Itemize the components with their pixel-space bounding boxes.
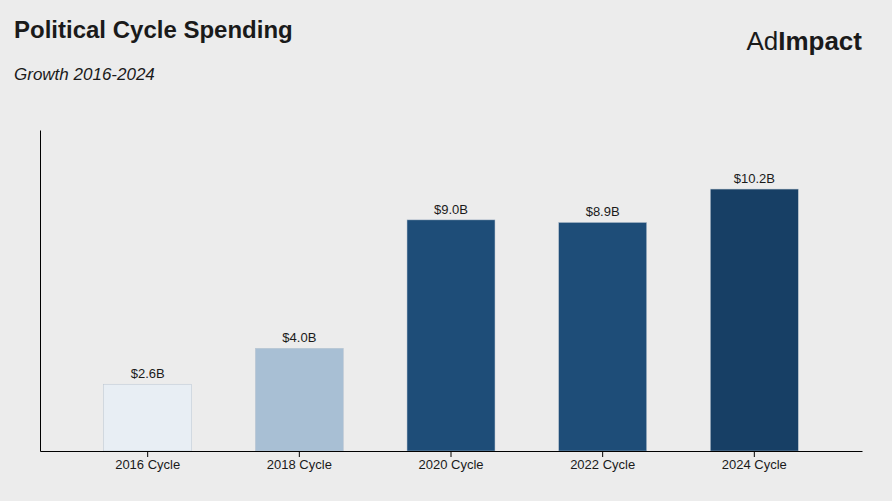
x-axis: 2016 Cycle 2018 Cycle 2020 Cycle 2022 Cycle… xyxy=(41,451,863,472)
x-tick: 2020 Cycle xyxy=(418,451,483,472)
bar xyxy=(559,222,647,451)
x-tick: 2022 Cycle xyxy=(570,451,635,472)
bar xyxy=(407,220,495,451)
bars xyxy=(104,189,799,451)
x-tick-label: 2018 Cycle xyxy=(267,457,332,472)
plot: $2.6B $4.0B $9.0B $8.9B $10.2B 2016 Cycle 2018… xyxy=(41,131,863,473)
annotation: Impact xyxy=(778,26,862,56)
x-tick: 2016 Cycle xyxy=(115,451,180,472)
y-axis-line xyxy=(40,131,41,452)
data-labels: $2.6B $4.0B $9.0B $8.9B $10.2B xyxy=(131,171,775,381)
data-label: $4.0B xyxy=(282,330,316,345)
data-label: $9.0B xyxy=(434,202,468,217)
bar xyxy=(255,348,343,451)
x-tick-label: 2024 Cycle xyxy=(722,457,787,472)
x-tick-mark xyxy=(147,451,148,457)
background xyxy=(0,0,892,501)
title: Political Cycle Spending xyxy=(14,16,293,43)
logo-text: AdImpact xyxy=(746,26,862,56)
x-tick: 2024 Cycle xyxy=(722,451,787,472)
x-tick-mark xyxy=(602,451,603,457)
x-tick-mark xyxy=(299,451,300,457)
chart: Political Cycle Spending Growth 2016-2024… xyxy=(0,0,892,501)
x-tick-label: 2020 Cycle xyxy=(418,457,483,472)
data-label: $8.9B xyxy=(586,204,620,219)
bar xyxy=(710,189,798,451)
x-tick: 2018 Cycle xyxy=(267,451,332,472)
x-tick-mark xyxy=(754,451,755,457)
annotation: Ad xyxy=(746,26,778,56)
x-tick-label: 2016 Cycle xyxy=(115,457,180,472)
x-tick-label: 2022 Cycle xyxy=(570,457,635,472)
subtitle: Growth 2016-2024 xyxy=(14,65,155,84)
data-label: $10.2B xyxy=(734,171,775,186)
bar xyxy=(104,384,192,451)
data-label: $2.6B xyxy=(131,366,165,381)
y-axis xyxy=(40,131,41,452)
x-tick-mark xyxy=(451,451,452,457)
